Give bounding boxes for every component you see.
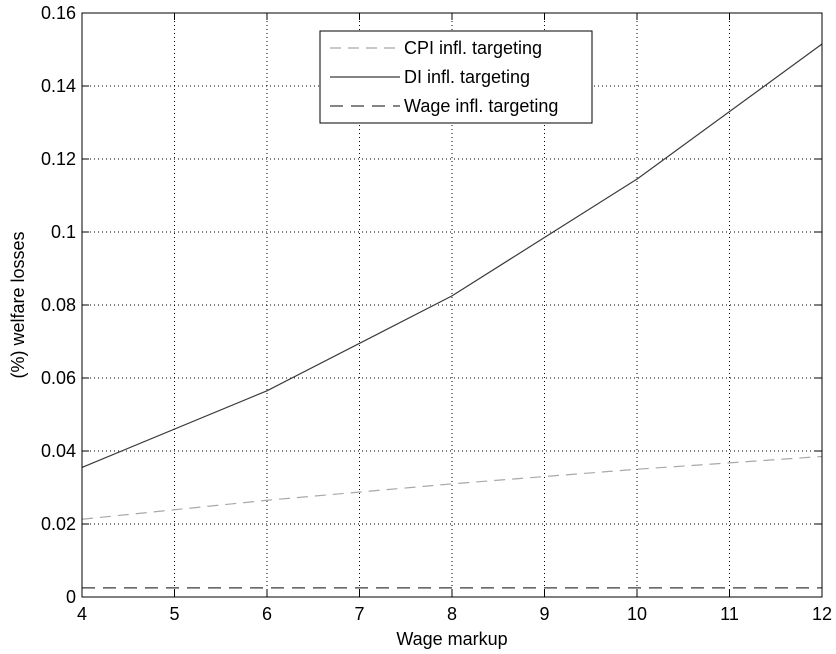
legend: CPI infl. targeting DI infl. targeting Wag… — [319, 30, 593, 124]
y-tick-labels: 0 0.02 0.04 0.06 0.08 0.1 0.12 0.14 0.16 — [41, 3, 76, 607]
x-axis-label: Wage markup — [396, 629, 507, 649]
x-tick-labels: 4 5 6 7 8 9 10 11 12 — [77, 604, 832, 624]
y-tick-label: 0 — [66, 587, 76, 607]
y-axis-label: (%) welfare losses — [8, 231, 28, 378]
y-tick-label: 0.14 — [41, 76, 76, 96]
x-tick-label: 9 — [539, 604, 549, 624]
x-tick-label: 11 — [720, 604, 739, 624]
x-tick-label: 5 — [169, 604, 179, 624]
series-line-cpi-infl-targeting — [81, 455, 823, 520]
y-tick-label: 0.12 — [41, 149, 76, 169]
series-line-di-infl-targeting — [81, 43, 823, 468]
series-layer — [81, 43, 823, 589]
y-tick-label: 0.06 — [41, 368, 76, 388]
legend-label: CPI infl. targeting — [404, 38, 542, 58]
y-tick-label: 0.1 — [51, 222, 76, 242]
x-tick-label: 12 — [812, 604, 832, 624]
y-tick-label: 0.02 — [41, 514, 76, 534]
x-tick-label: 8 — [447, 604, 457, 624]
y-tick-label: 0.08 — [41, 295, 76, 315]
grid-lines — [82, 13, 822, 597]
x-tick-label: 10 — [627, 604, 647, 624]
legend-label: Wage infl. targeting — [404, 96, 558, 116]
x-tick-label: 7 — [354, 604, 364, 624]
legend-label: DI infl. targeting — [404, 67, 530, 87]
y-tick-label: 0.04 — [41, 441, 76, 461]
y-tick-label: 0.16 — [41, 3, 76, 23]
x-tick-label: 6 — [262, 604, 272, 624]
axis-ticks — [81, 12, 823, 598]
x-tick-label: 4 — [77, 604, 87, 624]
